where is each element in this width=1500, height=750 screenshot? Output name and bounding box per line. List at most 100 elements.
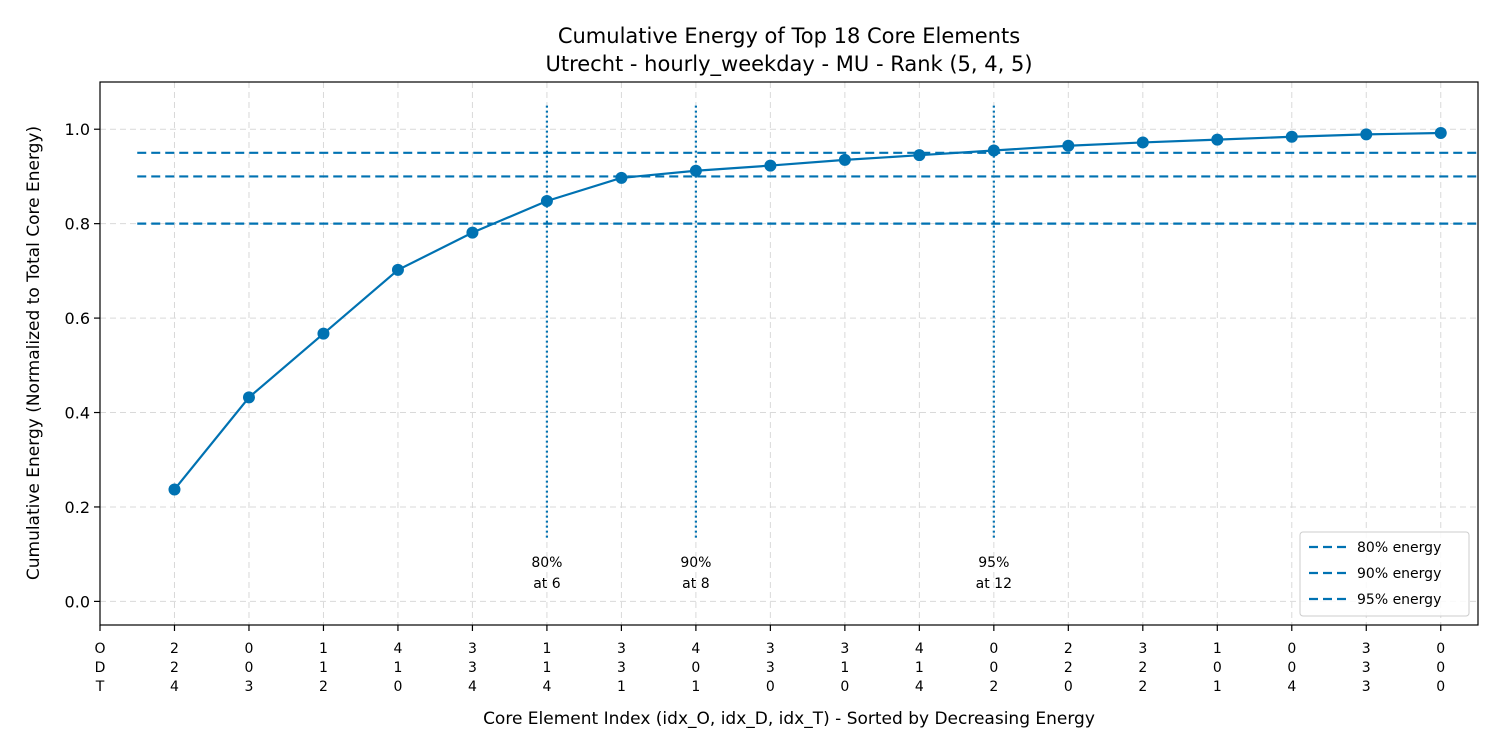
threshold-annotation: 95%	[978, 555, 1009, 571]
data-point	[1360, 128, 1373, 141]
threshold-annotation: at 6	[533, 576, 561, 592]
series-line	[173, 131, 1441, 491]
x-tick-label: 3	[617, 660, 626, 676]
grid	[99, 82, 1478, 625]
y-tick-label: 0.8	[65, 215, 90, 234]
data-point	[540, 194, 553, 207]
data-point	[466, 226, 479, 239]
x-tick-label: T	[95, 679, 105, 695]
data-point	[615, 171, 628, 184]
threshold-annotation: at 8	[682, 576, 709, 592]
x-tick-label: 0	[1287, 641, 1296, 657]
x-tick-label: 0	[1436, 660, 1445, 676]
x-tick-label: 0	[766, 679, 775, 695]
x-tick-label: 0	[691, 660, 700, 676]
x-tick-label: 0	[840, 679, 849, 695]
threshold-lines	[137, 105, 1478, 541]
x-tick-label: 4	[1287, 679, 1296, 695]
x-tick-label: 0	[393, 679, 402, 695]
x-tick-label: 0	[1436, 679, 1445, 695]
x-tick-label: 3	[1362, 679, 1371, 695]
x-tick-label: 4	[468, 679, 477, 695]
threshold-annotations: 80% at 6 90% at 8 95% at 12	[531, 555, 1012, 592]
threshold-annotation: at 12	[976, 576, 1012, 592]
x-tick-label: 3	[766, 641, 775, 657]
x-tick-label: 3	[1362, 660, 1371, 676]
legend: 80% energy 90% energy 95% energy	[1299, 531, 1470, 617]
x-tick-label: 0	[1436, 641, 1445, 657]
y-tick-label: 0.2	[65, 498, 90, 517]
y-tick-label: 0.0	[65, 592, 90, 611]
data-point	[987, 144, 1000, 157]
x-tick-label: 2	[1138, 660, 1147, 676]
y-tick-label: 0.4	[65, 404, 90, 423]
x-tick-label: 4	[170, 679, 179, 695]
x-tick-label: 1	[617, 679, 626, 695]
data-point	[1434, 126, 1447, 139]
x-tick-label: 1	[393, 660, 402, 676]
x-tick-label: 4	[691, 641, 700, 657]
x-tick-label: 1	[915, 660, 924, 676]
x-tick-label: 1	[319, 660, 328, 676]
x-tick-label: 3	[468, 641, 477, 657]
chart-subtitle: Utrecht - hourly_weekday - MU - Rank (5,…	[545, 52, 1032, 77]
x-tick-label: 4	[915, 641, 924, 657]
x-tick-label: 3	[245, 679, 254, 695]
data-series	[168, 126, 1447, 496]
chart-title: Cumulative Energy of Top 18 Core Element…	[558, 24, 1020, 48]
x-tick-label: 3	[468, 660, 477, 676]
x-tick-label: 1	[319, 641, 328, 657]
y-axis-ticks: 0.0 0.2 0.4 0.6 0.8 1.0	[65, 120, 100, 611]
data-point	[1062, 139, 1075, 152]
y-tick-label: 1.0	[65, 120, 90, 139]
y-axis-label: Cumulative Energy (Normalized to Total C…	[24, 126, 44, 580]
x-tick-label: 4	[915, 679, 924, 695]
x-tick-label: 3	[617, 641, 626, 657]
x-tick-label: 0	[1213, 660, 1222, 676]
data-point	[168, 483, 181, 496]
x-tick-label: 3	[1138, 641, 1147, 657]
threshold-annotation: 90%	[680, 555, 711, 571]
x-tick-label: 2	[1064, 660, 1073, 676]
data-point	[1211, 133, 1224, 146]
x-tick-label: 1	[542, 660, 551, 676]
x-tick-label: 0	[989, 641, 998, 657]
x-axis-label: Core Element Index (idx_O, idx_D, idx_T)…	[483, 709, 1095, 729]
x-tick-label: 2	[319, 679, 328, 695]
x-tick-label: 1	[542, 641, 551, 657]
legend-label: 80% energy	[1357, 540, 1441, 556]
x-tick-label: 4	[542, 679, 551, 695]
x-tick-label: 1	[1213, 641, 1222, 657]
threshold-annotation: 80%	[531, 555, 562, 571]
legend-box	[1299, 531, 1470, 617]
x-tick-label: 2	[1064, 641, 1073, 657]
x-tick-label: O	[94, 641, 105, 657]
x-tick-label: 3	[766, 660, 775, 676]
x-tick-label: 2	[989, 679, 998, 695]
x-tick-label: 0	[989, 660, 998, 676]
data-point	[391, 263, 404, 276]
x-tick-label: 1	[1213, 679, 1222, 695]
data-point	[689, 164, 702, 177]
x-tick-label: 0	[245, 641, 254, 657]
data-point	[764, 159, 777, 172]
x-tick-label: 0	[245, 660, 254, 676]
data-point	[242, 391, 255, 404]
x-tick-label: 0	[1064, 679, 1073, 695]
data-point	[317, 327, 330, 340]
x-tick-label: 0	[1287, 660, 1296, 676]
x-tick-label: 3	[1362, 641, 1371, 657]
legend-label: 95% energy	[1357, 592, 1441, 608]
data-point	[913, 149, 926, 162]
data-point	[838, 153, 851, 166]
x-axis-ticks: ODT 2 2 4 0 0 3 1 1 2 4 1 0 3 3 4 1 1 4 3 3 1 4 0 1 3 3 0 3 1 0 4 1 4 0 0 2 2…	[94, 625, 1445, 695]
data-point	[1136, 136, 1149, 149]
x-tick-label: 1	[691, 679, 700, 695]
x-tick-label: 2	[170, 660, 179, 676]
legend-label: 90% energy	[1357, 566, 1441, 582]
x-tick-label: 4	[393, 641, 402, 657]
data-point	[1285, 130, 1298, 143]
plot-frame	[99, 81, 1479, 626]
